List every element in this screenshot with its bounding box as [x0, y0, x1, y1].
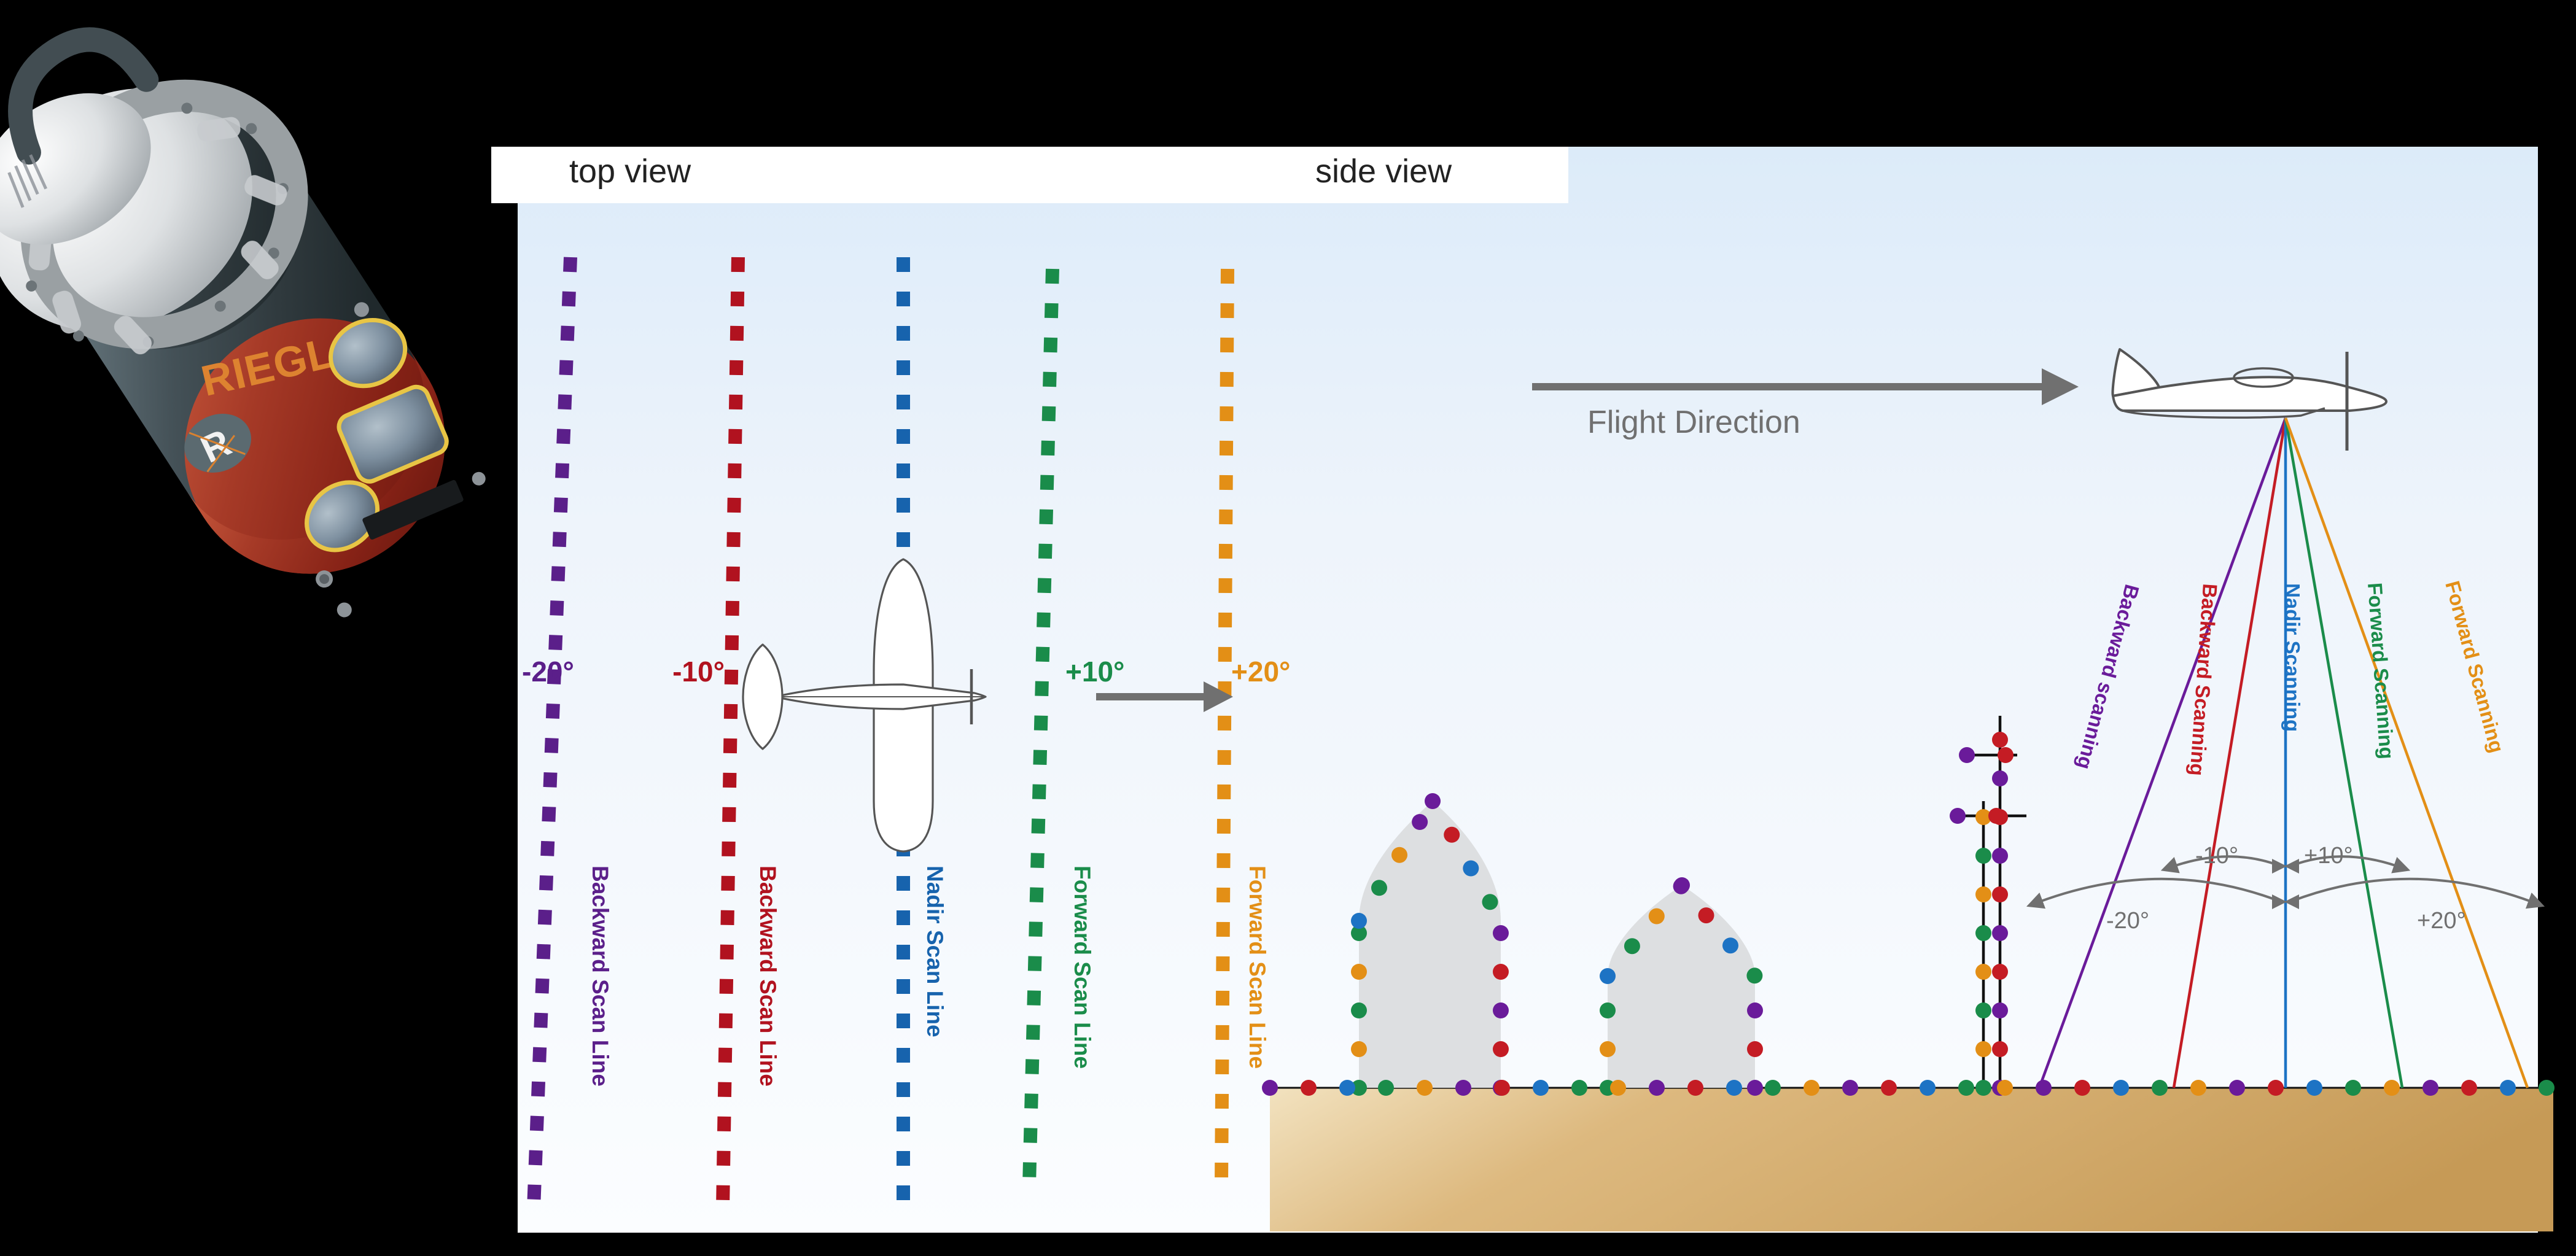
svg-text:-10°: -10° [2195, 843, 2238, 869]
svg-text:Forward Scanning: Forward Scanning [2441, 578, 2508, 755]
svg-text:+20°: +20° [2417, 908, 2466, 934]
svg-text:Forward Scanning: Forward Scanning [2364, 582, 2399, 760]
svg-text:-20°: -20° [2106, 908, 2149, 934]
svg-text:+10°: +10° [2304, 843, 2353, 869]
svg-text:Backward Scanning: Backward Scanning [2185, 583, 2222, 777]
svg-text:Backward scanning: Backward scanning [2072, 582, 2144, 772]
svg-text:Nadir Scanning: Nadir Scanning [2281, 583, 2304, 732]
